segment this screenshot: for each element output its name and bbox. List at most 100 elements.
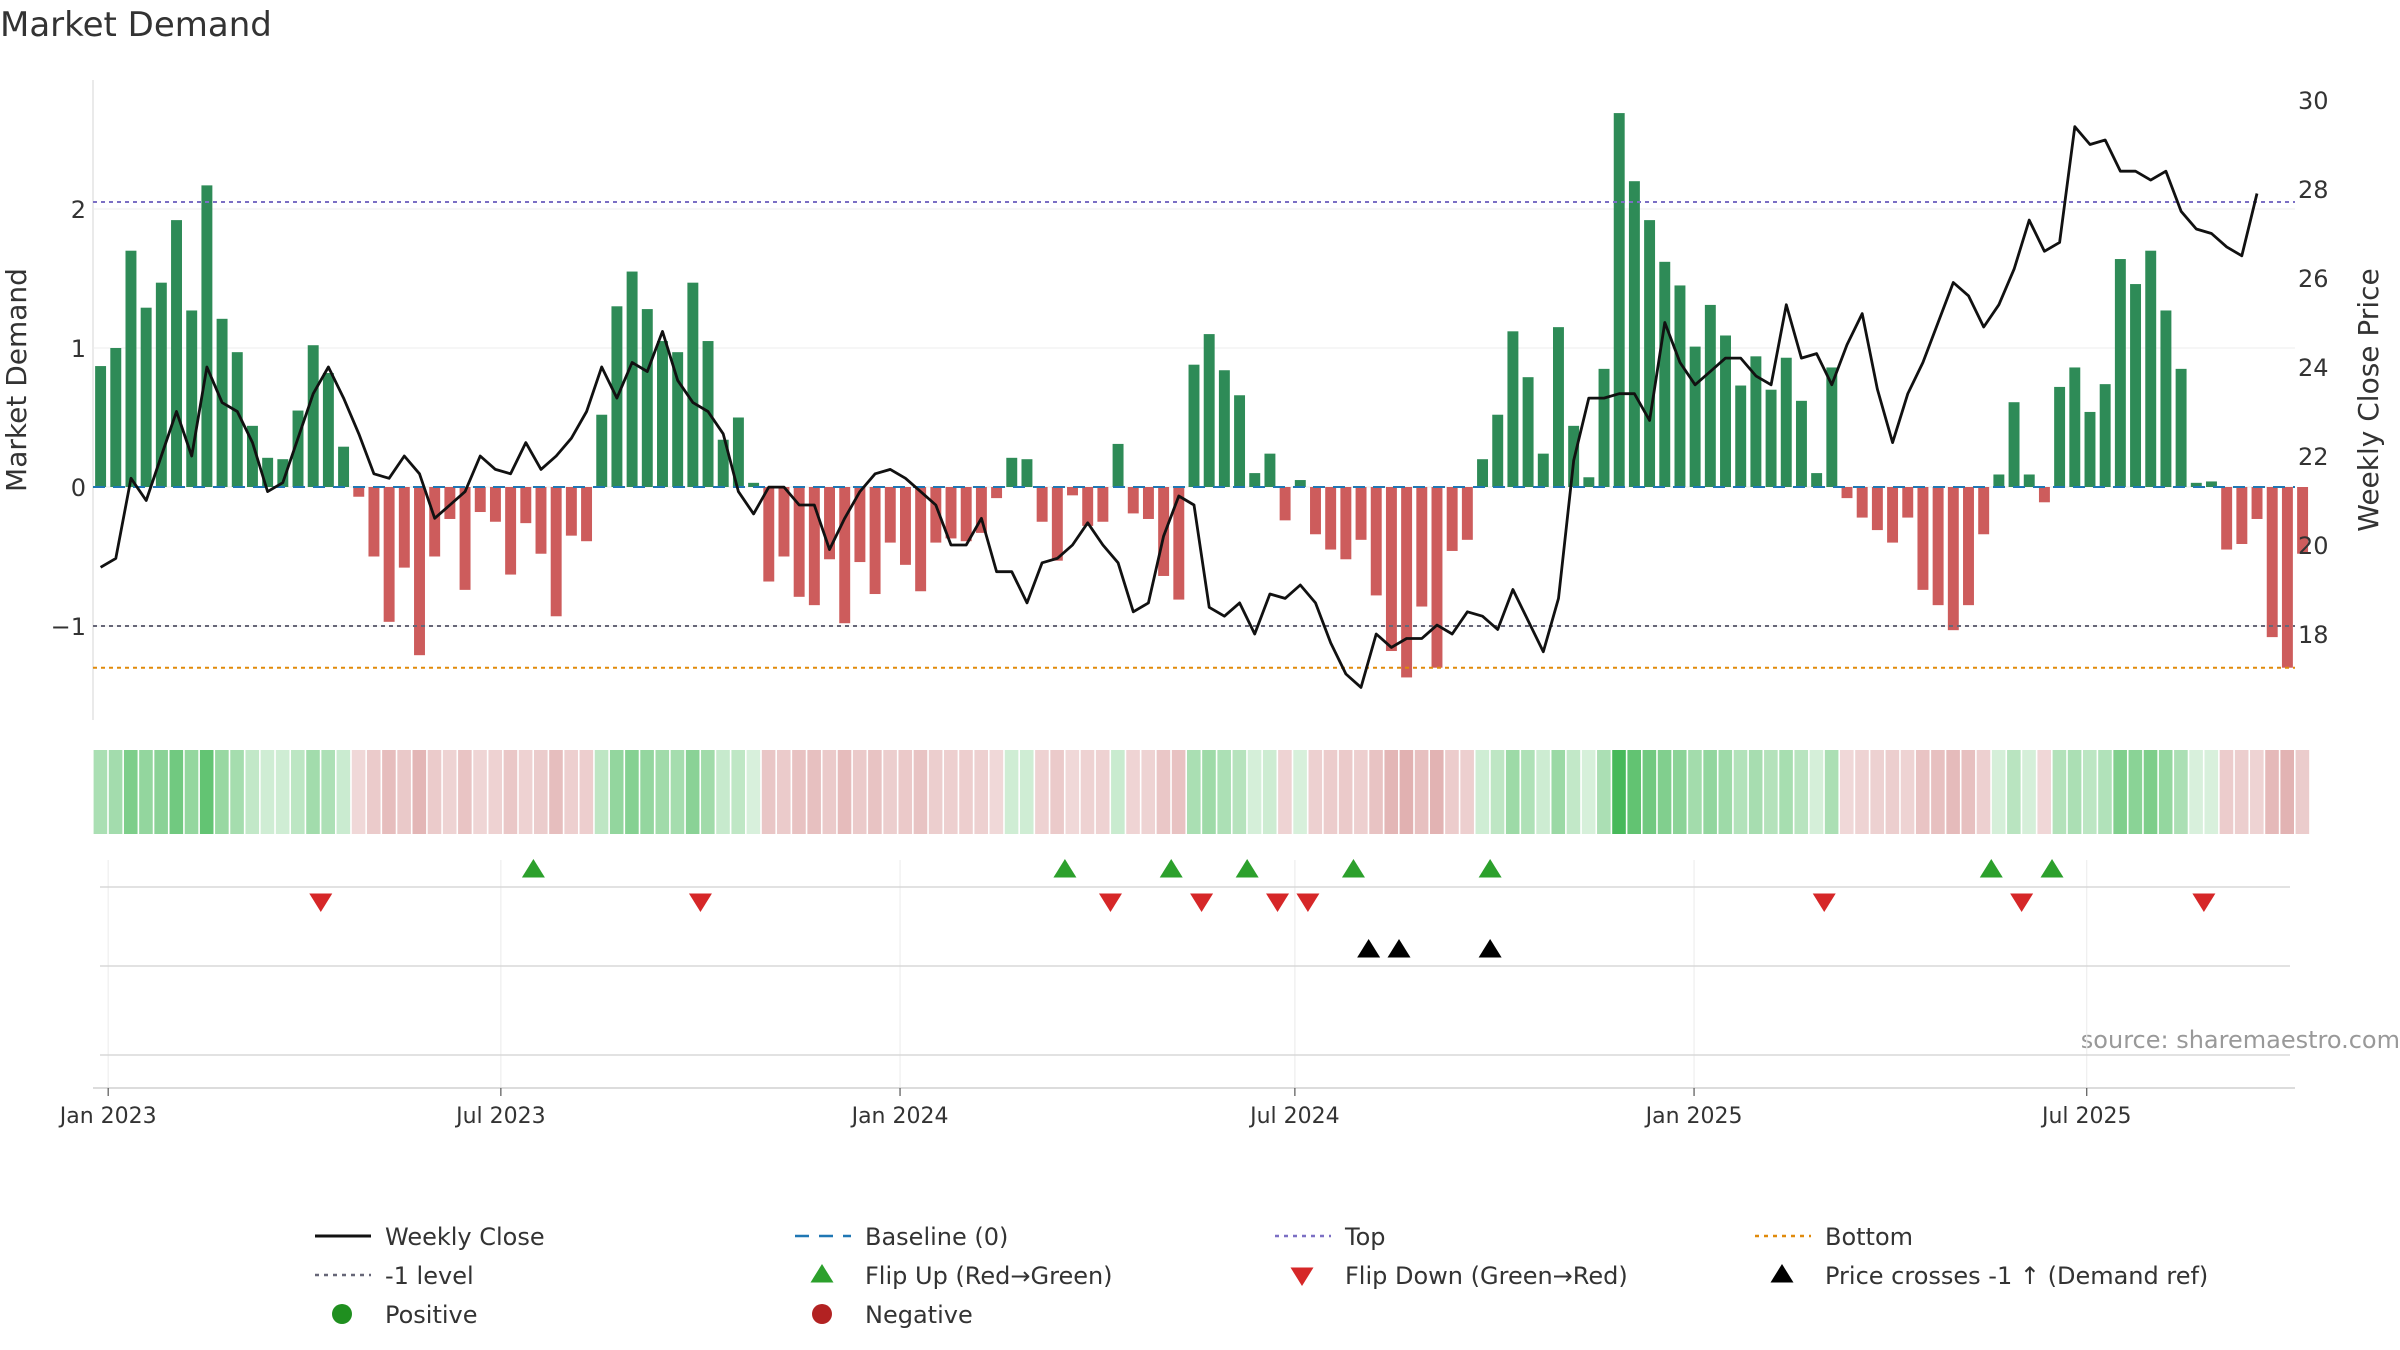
demand-bar: [2175, 368, 2187, 487]
demand-bar: [1720, 335, 1731, 487]
demand-bar: [824, 487, 835, 560]
y2-tick-label: 24: [2298, 354, 2329, 382]
demand-bar: [171, 220, 182, 487]
demand-bar: [1416, 487, 1428, 607]
heat-cell: [1475, 750, 1490, 834]
legend-item: Baseline (0): [795, 1223, 1008, 1251]
x-tick-label: Jul 2025: [2040, 1104, 2132, 1129]
demand-bar: [915, 487, 927, 592]
heat-cell: [989, 750, 1004, 834]
demand-bar: [596, 414, 608, 487]
heat-cell: [2265, 750, 2279, 834]
heat-cell: [1035, 750, 1049, 834]
demand-bar: [1856, 487, 1868, 518]
heat-cell: [1126, 750, 1140, 834]
y2-axis-ticks: 18 20 22 24 26 28 30: [2298, 87, 2329, 649]
heat-cell: [1748, 750, 1763, 834]
flip-up-marker: [1979, 859, 2003, 878]
heat-cell: [1809, 750, 1824, 834]
heat-cell: [822, 750, 837, 834]
heat-cell: [1991, 750, 2006, 834]
demand-bar: [1067, 487, 1078, 496]
heat-cell: [1445, 750, 1459, 834]
y2-tick-label: 26: [2298, 265, 2329, 293]
y-axis-ticks: −1 0 1 2: [51, 196, 86, 641]
heat-cell: [1171, 750, 1186, 834]
heat-cell: [1338, 750, 1353, 834]
demand-bar: [1477, 459, 1489, 487]
demand-bar: [1750, 356, 1762, 487]
demand-bar: [2236, 487, 2248, 544]
heat-cell: [792, 750, 806, 834]
demand-bar: [2297, 487, 2309, 554]
heat-cell: [807, 750, 821, 834]
demand-bar: [641, 309, 653, 487]
heat-cell: [366, 750, 381, 834]
flip-up-marker: [1053, 859, 1077, 878]
legend-label: Bottom: [1825, 1223, 1913, 1251]
demand-bar: [732, 417, 744, 487]
demand-bar: [748, 482, 760, 487]
demand-bar: [1841, 487, 1853, 499]
legend-label: Top: [1344, 1223, 1386, 1251]
demand-bar: [444, 487, 456, 519]
heat-cell: [2204, 750, 2219, 834]
demand-bar: [368, 487, 380, 557]
y-tick-label: 1: [71, 335, 86, 363]
heat-cell: [883, 750, 897, 834]
heat-cell: [1460, 750, 1474, 834]
legend: Weekly Close Baseline (0) Top Bottom -1 leve…: [315, 1223, 2208, 1329]
demand-bar: [975, 487, 987, 533]
demand-bar: [1127, 487, 1139, 514]
price-cross-marker: [1387, 939, 1411, 958]
heat-cell: [1278, 750, 1292, 834]
demand-bar: [991, 487, 1003, 499]
heat-cell: [412, 750, 427, 834]
demand-bar: [2251, 487, 2263, 519]
heat-cell: [761, 750, 776, 834]
heat-cell: [746, 750, 761, 834]
demand-bar: [459, 487, 471, 590]
heat-cell: [655, 750, 670, 834]
heat-cell: [1931, 750, 1945, 834]
heat-cell: [1384, 750, 1399, 834]
heat-cell: [336, 750, 351, 834]
demand-bar: [262, 457, 274, 487]
y-tick-label: 2: [71, 196, 86, 224]
heat-cell: [306, 750, 320, 834]
demand-bar: [1826, 367, 1838, 487]
heat-cell: [609, 750, 624, 834]
demand-bar: [793, 487, 805, 597]
heat-cell: [1642, 750, 1657, 834]
heat-cell: [1414, 750, 1429, 834]
demand-bar: [2145, 250, 2157, 487]
heat-cell: [1824, 750, 1839, 834]
demand-bar: [1370, 487, 1382, 596]
flip-down-marker: [309, 893, 333, 912]
legend-label: -1 level: [385, 1262, 474, 1290]
demand-bar: [778, 487, 790, 557]
demand-bars: [95, 113, 2309, 678]
y2-tick-label: 28: [2298, 176, 2329, 204]
legend-item: Flip Down (Green→Red): [1290, 1262, 1628, 1290]
demand-bar: [231, 352, 243, 487]
demand-bar: [626, 271, 638, 487]
heat-cell: [1915, 750, 1930, 834]
legend-swatch-triangle-up: [810, 1264, 834, 1283]
flip-down-marker: [1098, 893, 1122, 912]
heat-cell: [2219, 750, 2234, 834]
demand-bar: [930, 487, 942, 543]
heat-cell: [2082, 750, 2097, 834]
legend-item: Positive: [332, 1301, 478, 1329]
heat-cell: [108, 750, 123, 834]
heat-cell: [1764, 750, 1778, 834]
heat-cell: [1247, 750, 1262, 834]
demand-bar: [1583, 477, 1595, 487]
heat-cell: [2280, 750, 2294, 834]
demand-bar: [1811, 473, 1823, 487]
demand-bar: [1947, 487, 1959, 631]
weekly-close-series: [99, 125, 2259, 689]
x-tick-label: Jul 2024: [1248, 1104, 1340, 1129]
x-tick-label: Jan 2025: [1644, 1104, 1743, 1129]
